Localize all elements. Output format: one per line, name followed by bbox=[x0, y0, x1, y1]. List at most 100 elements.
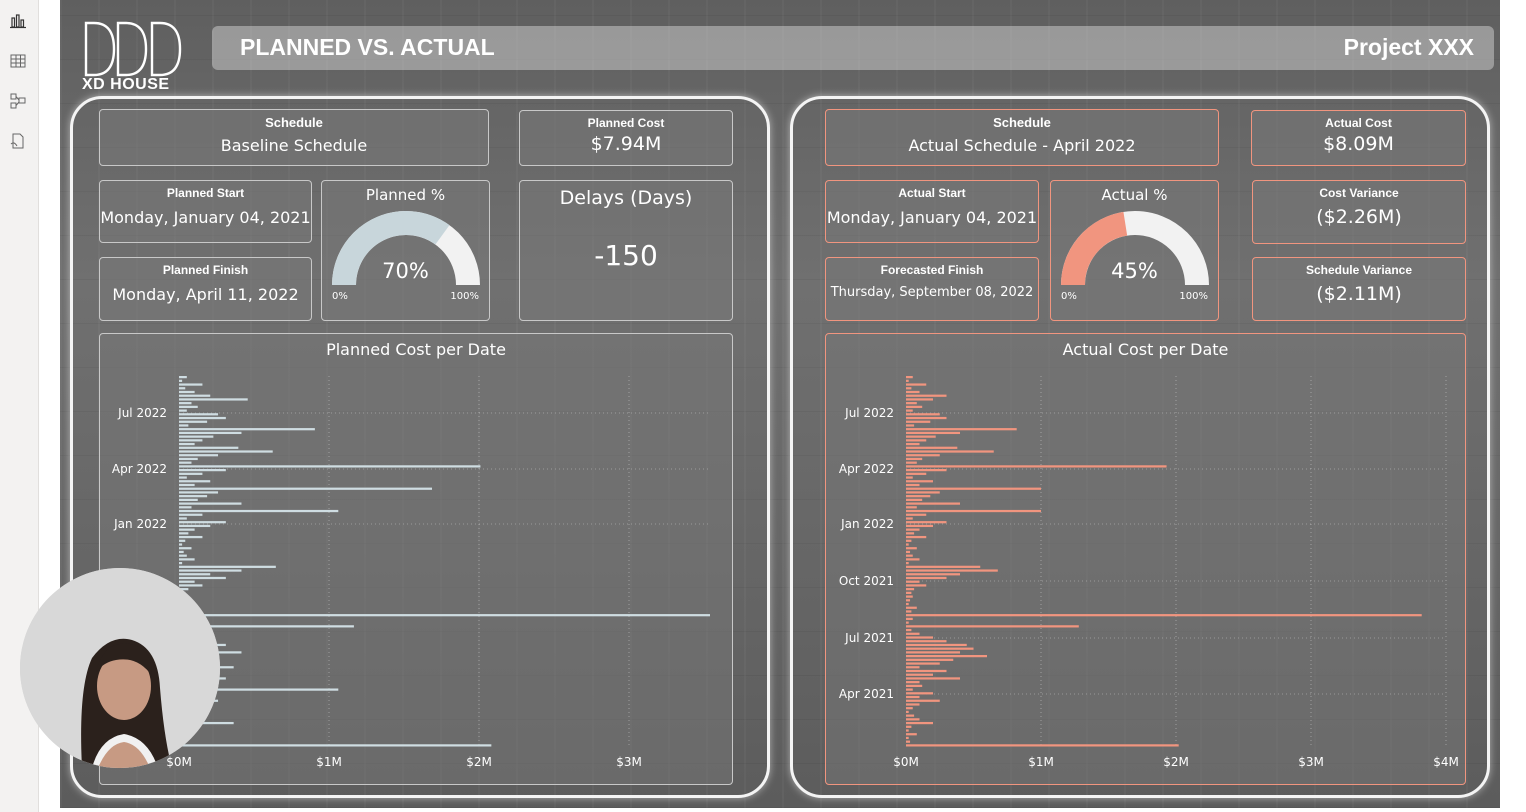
planned-finish-card: Planned Finish Monday, April 11, 2022 bbox=[99, 257, 312, 321]
bar bbox=[906, 740, 911, 743]
bar bbox=[906, 465, 1167, 468]
bar bbox=[179, 483, 195, 487]
actual-cost-chart: Actual Cost per Date $0M $1M $2M $3M $4M Jul … bbox=[825, 333, 1466, 785]
bar bbox=[179, 461, 192, 464]
bar bbox=[906, 703, 920, 706]
x-tick-label: $4M bbox=[1433, 755, 1459, 769]
schedule-variance-card: Schedule Variance ($2.11M) bbox=[1252, 257, 1466, 321]
bar bbox=[179, 513, 203, 516]
delays-card: Delays (Days) -150 bbox=[519, 180, 733, 321]
bar bbox=[906, 521, 947, 524]
bar bbox=[906, 710, 909, 714]
bar bbox=[179, 554, 187, 557]
bar bbox=[906, 543, 909, 546]
bar bbox=[179, 744, 492, 747]
bar bbox=[906, 580, 920, 583]
bar bbox=[179, 562, 183, 565]
dax-icon[interactable] bbox=[9, 132, 27, 150]
view-rail bbox=[0, 0, 39, 812]
bar bbox=[906, 532, 915, 535]
bar bbox=[906, 446, 958, 449]
bar bbox=[906, 621, 909, 624]
bar bbox=[906, 435, 936, 438]
bar bbox=[906, 699, 940, 702]
bar bbox=[906, 376, 913, 379]
bar bbox=[906, 539, 912, 542]
bar bbox=[906, 569, 998, 572]
bar-chart-icon[interactable] bbox=[9, 12, 27, 30]
bar bbox=[906, 457, 923, 461]
bar bbox=[906, 718, 920, 721]
bar bbox=[179, 550, 184, 554]
schedule-variance-label: Schedule Variance bbox=[1305, 263, 1413, 277]
bar bbox=[179, 569, 242, 572]
actual-panel bbox=[790, 96, 1490, 798]
bar bbox=[906, 472, 927, 475]
bar bbox=[906, 513, 927, 516]
bar bbox=[906, 498, 923, 501]
bar bbox=[906, 729, 909, 732]
presenter-avatar bbox=[20, 568, 220, 768]
planned-finish-label: Planned Finish bbox=[162, 263, 249, 277]
bar bbox=[906, 528, 920, 531]
bar bbox=[906, 509, 1041, 513]
actual-schedule-slicer[interactable]: Schedule Actual Schedule - April 2022 bbox=[825, 109, 1219, 166]
bar bbox=[906, 483, 920, 487]
bar bbox=[906, 595, 913, 598]
bar bbox=[906, 547, 917, 550]
actual-cost-label: Actual Cost bbox=[1325, 116, 1392, 130]
x-tick-label: $0M bbox=[893, 755, 919, 769]
bar bbox=[179, 524, 211, 528]
planned-start-value: Monday, January 04, 2021 bbox=[100, 208, 311, 227]
x-tick-label: $2M bbox=[466, 755, 492, 769]
bar bbox=[179, 420, 208, 423]
bar bbox=[179, 428, 315, 431]
x-tick-label: $2M bbox=[1163, 755, 1189, 769]
actual-start-card: Actual Start Monday, January 04, 2021 bbox=[825, 180, 1039, 243]
bar bbox=[906, 517, 913, 520]
gauge-max-label: 100% bbox=[1179, 291, 1208, 302]
bar bbox=[179, 580, 195, 583]
bar bbox=[906, 692, 933, 695]
bar bbox=[906, 651, 960, 654]
planned-schedule-slicer[interactable]: Schedule Baseline Schedule bbox=[99, 109, 489, 166]
bar bbox=[906, 405, 923, 408]
y-tick-label: Jul 2022 bbox=[844, 406, 894, 420]
bar bbox=[906, 725, 912, 728]
model-icon[interactable] bbox=[9, 92, 27, 110]
bar bbox=[906, 599, 911, 602]
planned-chart-title: Planned Cost per Date bbox=[326, 340, 506, 359]
bar bbox=[179, 450, 273, 453]
bar bbox=[906, 643, 967, 647]
y-tick-label: Jul 2021 bbox=[844, 631, 894, 645]
bar bbox=[179, 625, 354, 628]
bar bbox=[906, 655, 987, 658]
bar bbox=[906, 662, 940, 665]
bar bbox=[906, 721, 933, 725]
xd-house-logo bbox=[84, 21, 182, 77]
bar bbox=[179, 442, 195, 446]
gauge-min-label: 0% bbox=[332, 291, 348, 302]
bar bbox=[906, 480, 933, 483]
bar bbox=[906, 684, 923, 687]
table-icon[interactable] bbox=[9, 52, 27, 70]
bar bbox=[179, 528, 195, 531]
cost-variance-value: ($2.26M) bbox=[1316, 206, 1402, 228]
actual-gauge-label: Actual % bbox=[1101, 186, 1168, 204]
bar bbox=[179, 431, 242, 435]
bar bbox=[179, 543, 183, 546]
bar bbox=[179, 491, 219, 494]
actual-gauge bbox=[1061, 211, 1209, 286]
bar bbox=[179, 495, 208, 498]
planned-gauge-label: Planned % bbox=[365, 186, 446, 204]
bar bbox=[906, 733, 917, 736]
bar bbox=[906, 502, 960, 505]
bar bbox=[179, 532, 189, 535]
bar bbox=[906, 714, 915, 717]
bar bbox=[906, 535, 927, 539]
bar bbox=[179, 413, 219, 416]
bar bbox=[906, 416, 947, 420]
bar bbox=[906, 584, 927, 587]
bar bbox=[179, 394, 211, 397]
bar bbox=[179, 435, 214, 438]
